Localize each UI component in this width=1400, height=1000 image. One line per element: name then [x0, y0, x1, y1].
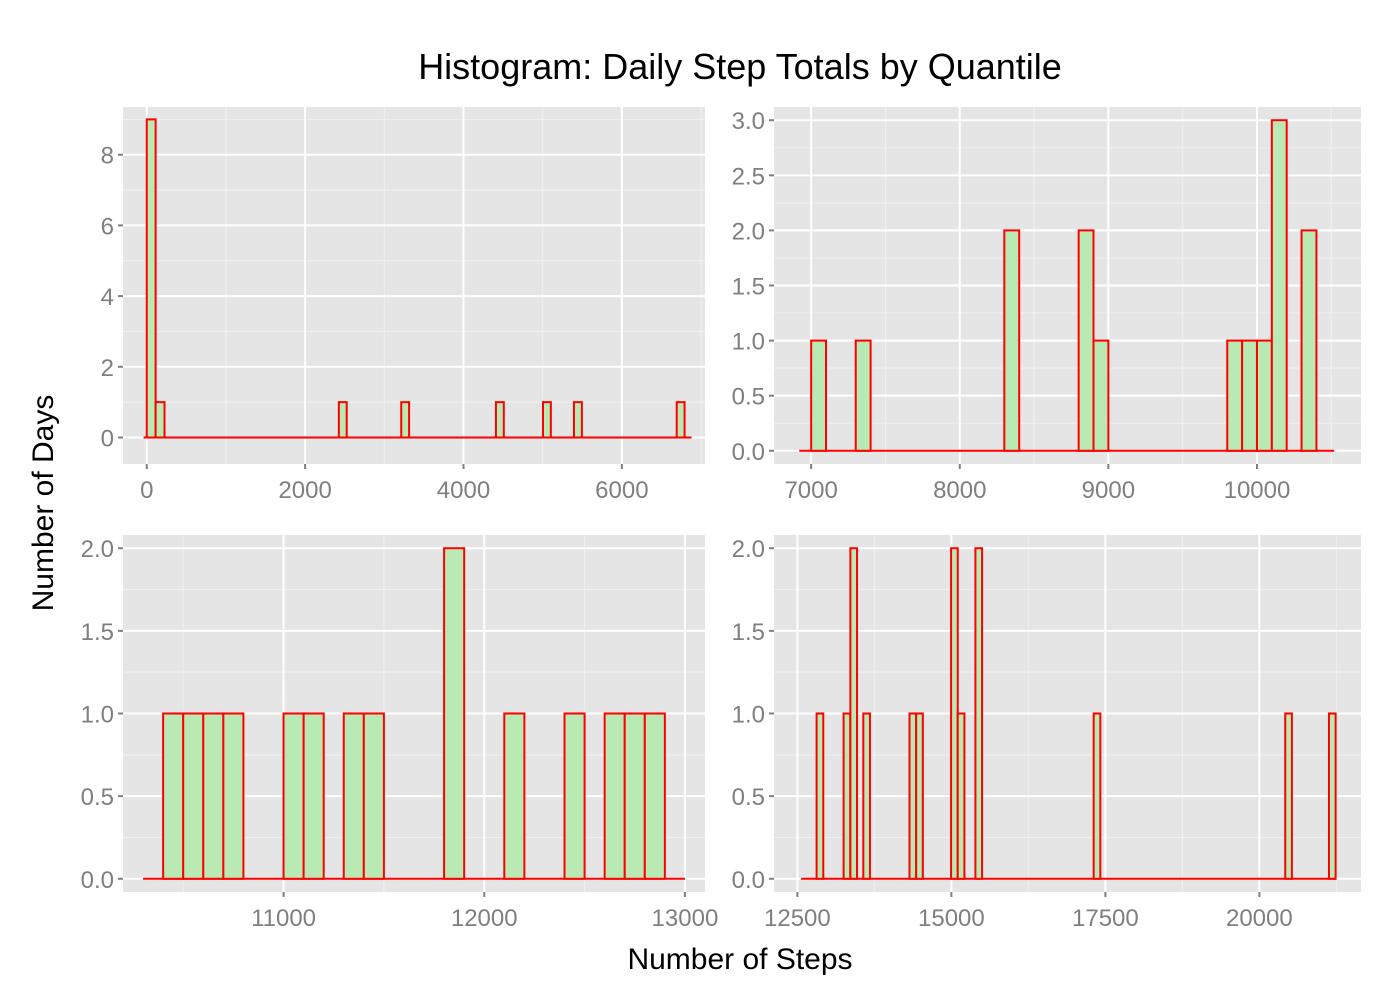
histogram-bar [400, 401, 411, 439]
histogram-bar [849, 547, 859, 880]
histogram-bar [603, 712, 626, 880]
y-tick-label: 0 [101, 425, 114, 452]
x-tick-label: 4000 [437, 477, 490, 504]
histogram-bar [342, 712, 365, 880]
y-tick-label: 1.0 [81, 702, 114, 729]
histogram-bar [1327, 712, 1337, 880]
y-tick-label: 0.5 [732, 384, 765, 411]
x-tick-label: 20000 [1226, 905, 1293, 932]
histogram-bar [862, 712, 871, 880]
x-tick-label: 6000 [595, 477, 648, 504]
histogram-bar [1255, 339, 1273, 452]
histogram-bar [154, 401, 166, 439]
y-tick-label: 2.0 [81, 536, 114, 563]
histogram-bar [563, 712, 586, 880]
histogram-bar [1003, 229, 1021, 452]
facet-panel-3: 11000 12000 13000 0.0 0.5 1.0 1.5 2.0 [81, 535, 719, 932]
x-tick-label: 0 [140, 477, 153, 504]
y-tick-label: 2.5 [732, 163, 765, 190]
y-tick-label: 0.5 [732, 784, 765, 811]
histogram-bar [443, 547, 466, 880]
histogram-bar [1077, 229, 1095, 452]
histogram-bar [915, 712, 924, 880]
y-tick-label: 1.5 [81, 619, 114, 646]
histogram-bar [282, 712, 305, 880]
x-tick-label: 12500 [764, 905, 831, 932]
facet-panel-2: 7000 8000 9000 10000 0.0 0.5 1.0 1.5 2.0 2.5 3.0 [732, 107, 1361, 504]
y-tick-label: 2.0 [732, 218, 765, 245]
histogram-bar [675, 401, 686, 439]
y-tick-label: 8 [101, 143, 114, 170]
histogram-bar [1300, 229, 1318, 452]
y-tick-label: 0.0 [732, 439, 765, 466]
x-tick-label: 12000 [451, 905, 518, 932]
x-tick-label: 11000 [251, 905, 316, 932]
y-tick-label: 2.0 [732, 536, 765, 563]
y-tick-label: 0.5 [81, 784, 114, 811]
y-tick-label: 1.0 [732, 702, 765, 729]
y-tick-label: 1.0 [732, 329, 765, 356]
histogram-bar [302, 712, 325, 880]
histogram-bar [337, 401, 348, 439]
histogram-bar [623, 712, 646, 880]
histogram-bar [145, 118, 157, 439]
x-tick-label: 17500 [1072, 905, 1139, 932]
panel-background [123, 107, 705, 464]
y-tick-label: 4 [101, 284, 114, 311]
facet-panel-1: 0 2000 4000 6000 0 2 4 6 8 [101, 107, 705, 504]
histogram-bar [222, 712, 245, 880]
y-tick-label: 1.5 [732, 619, 765, 646]
histogram-bar [572, 401, 583, 439]
histogram-bar [162, 712, 185, 880]
y-tick-label: 2 [101, 355, 114, 382]
x-tick-label: 7000 [784, 477, 837, 504]
histogram-bar [494, 401, 505, 439]
x-tick-label: 9000 [1082, 477, 1135, 504]
histogram-bar [182, 712, 205, 880]
facet-panels: 0 2000 4000 6000 0 2 4 6 8 7000 8000 9000 10000 0.0 0.… [81, 107, 1361, 932]
y-tick-label: 6 [101, 213, 114, 240]
histogram-bar [1270, 119, 1288, 452]
histogram-bar [1284, 712, 1293, 880]
chart-title: Histogram: Daily Step Totals by Quantile [418, 46, 1062, 87]
x-tick-label: 15000 [918, 905, 985, 932]
y-tick-label: 3.0 [732, 108, 765, 135]
histogram-bar [202, 712, 225, 880]
y-tick-label: 0.0 [81, 867, 114, 894]
histogram-bar [956, 712, 966, 880]
histogram-bar [815, 712, 825, 880]
histogram-bar [1241, 339, 1258, 452]
histogram-bar [362, 712, 385, 880]
x-tick-label: 13000 [652, 905, 719, 932]
histogram-bar [842, 712, 852, 880]
histogram-bar [810, 339, 828, 452]
histogram-bar [541, 401, 552, 439]
histogram-bar [854, 339, 872, 452]
x-tick-label: 8000 [933, 477, 986, 504]
y-tick-label: 0.0 [732, 867, 765, 894]
histogram-bar [1092, 712, 1102, 880]
x-tick-label: 10000 [1224, 477, 1291, 504]
histogram-bar [1092, 339, 1110, 452]
histogram-bar [503, 712, 526, 880]
y-axis-title: Number of Days [27, 395, 60, 612]
histogram-bar [1226, 339, 1244, 452]
histogram-bar [643, 712, 666, 880]
histogram-bar [974, 547, 984, 880]
x-tick-label: 2000 [278, 477, 331, 504]
facet-panel-4: 12500 15000 17500 20000 0.0 0.5 1.0 1.5 2.0 [732, 535, 1361, 932]
x-axis-title: Number of Steps [627, 943, 852, 976]
y-tick-label: 1.5 [732, 274, 765, 301]
